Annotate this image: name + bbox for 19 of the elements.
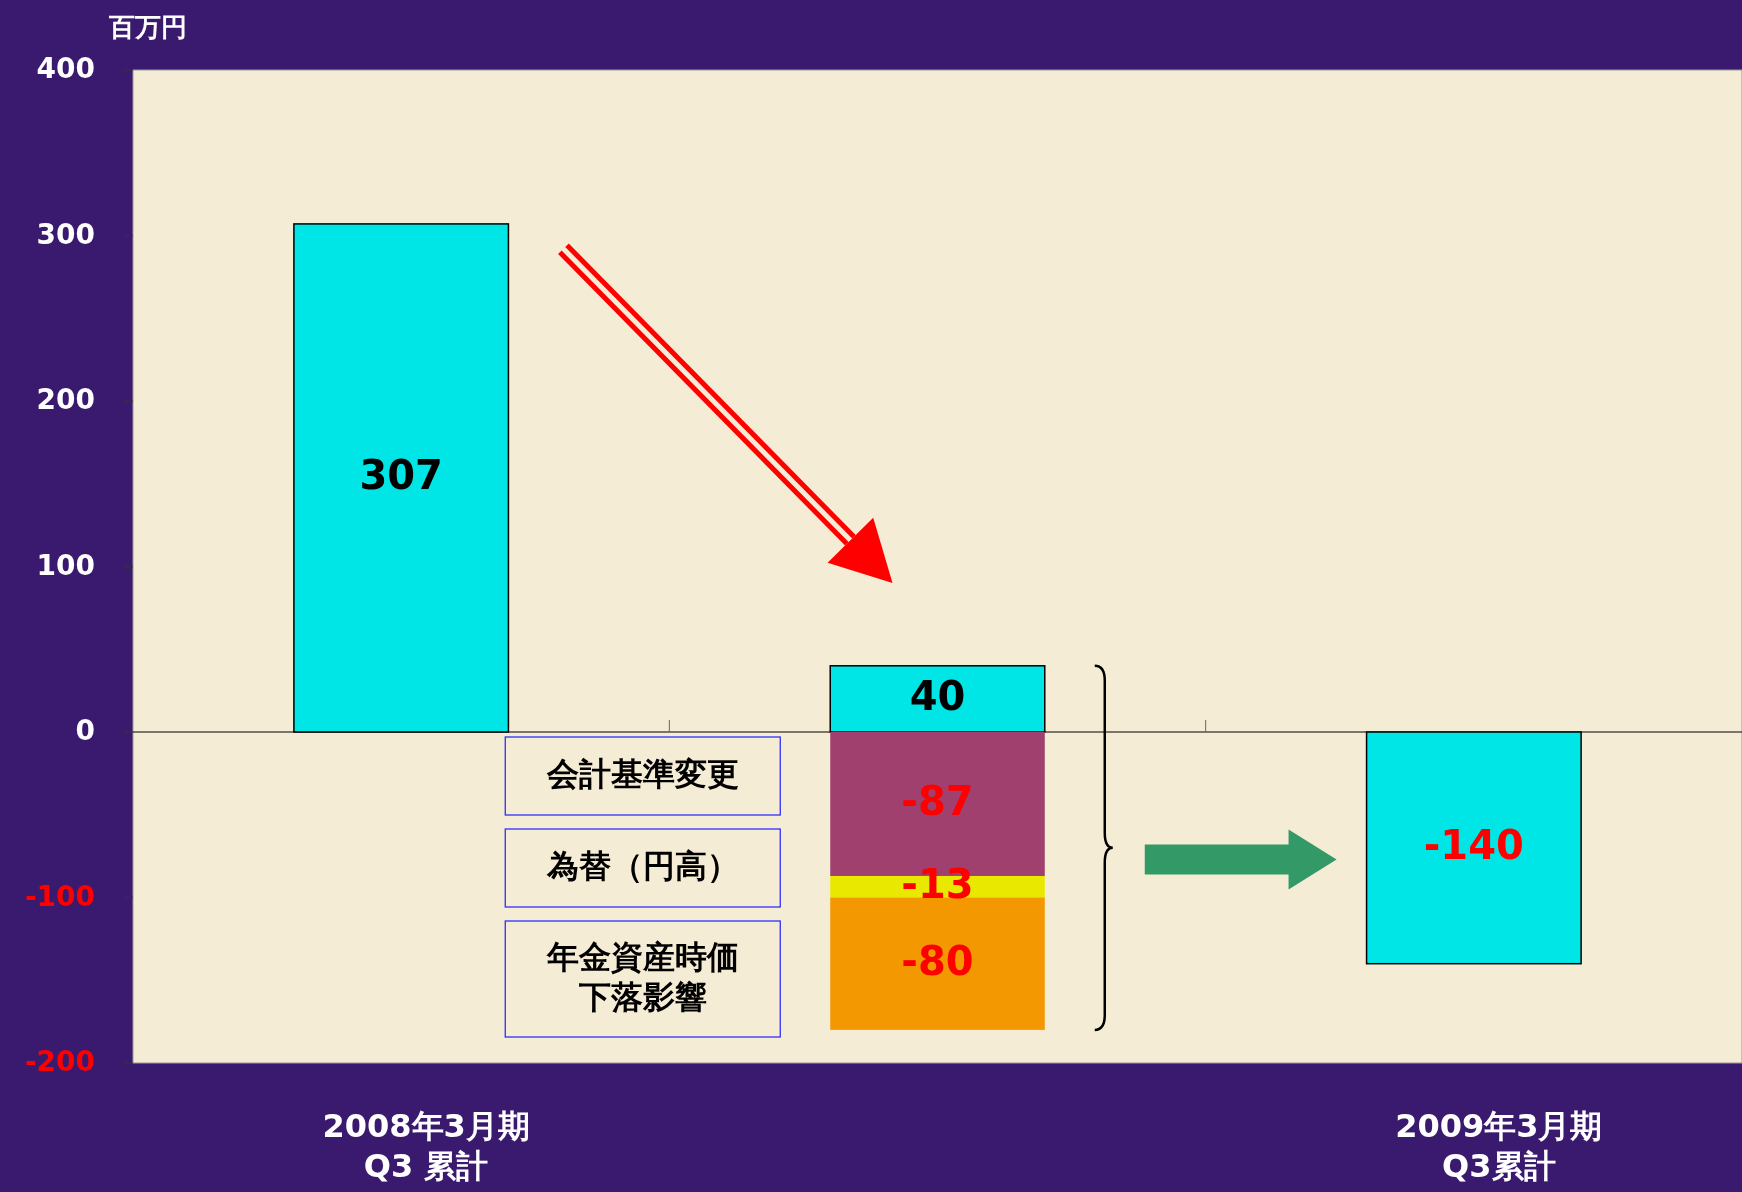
annotation: 年金資産時価下落影響 bbox=[545, 938, 739, 1016]
data-label: -87 bbox=[901, 777, 974, 824]
x-tick-label: 2008年3月期 Q3 累計 bbox=[322, 1107, 530, 1185]
data-label: 307 bbox=[359, 451, 443, 498]
y-tick-label: 200 bbox=[36, 383, 95, 416]
y-tick-label: 300 bbox=[36, 217, 95, 251]
y-axis-title: 百万円 bbox=[108, 11, 187, 42]
annotation: 会計基準変更 bbox=[545, 755, 739, 793]
y-tick-label: 400 bbox=[36, 52, 95, 85]
y-tick-label: -200 bbox=[24, 1045, 95, 1078]
data-label: -140 bbox=[1423, 821, 1524, 868]
y-tick-label: 100 bbox=[36, 548, 95, 582]
data-label: -80 bbox=[901, 937, 974, 984]
bar bbox=[830, 897, 1045, 1030]
y-tick-label: -100 bbox=[24, 879, 95, 913]
y-tick-label: 0 bbox=[75, 714, 95, 747]
data-label: 40 bbox=[909, 672, 966, 719]
x-tick-label: 2009年3月期 Q3累計 bbox=[1395, 1107, 1603, 1185]
annotation: 為替（円高） bbox=[545, 847, 739, 885]
